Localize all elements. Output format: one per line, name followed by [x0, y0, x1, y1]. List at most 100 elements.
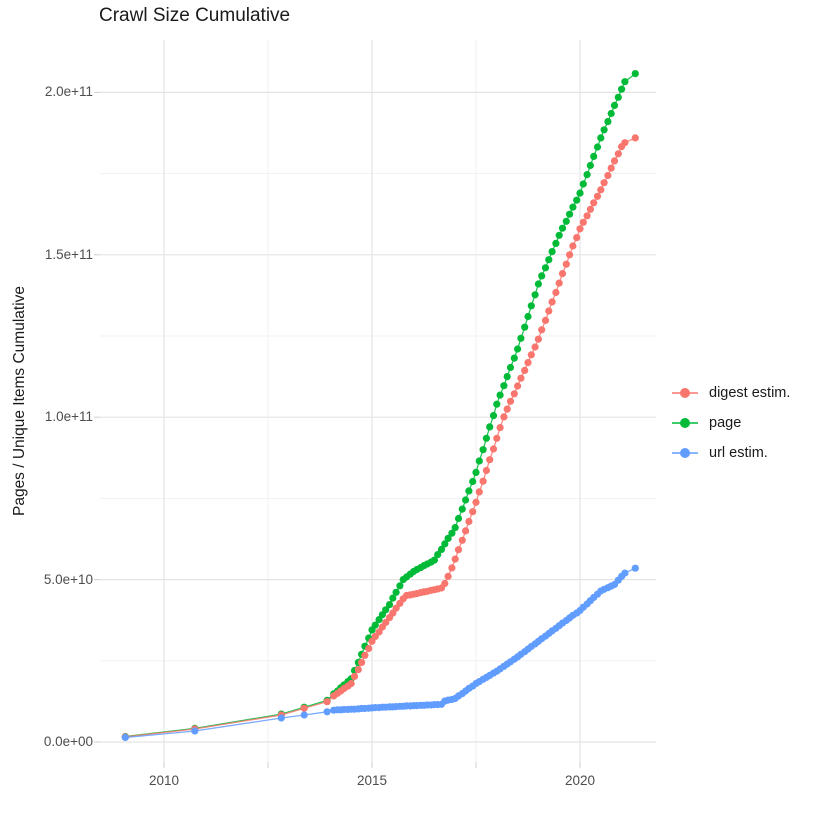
data-point: [462, 527, 470, 535]
data-point: [593, 143, 602, 151]
x-tick-label: 2020: [564, 773, 596, 788]
data-point: [583, 212, 591, 220]
data-point: [517, 374, 525, 382]
data-point: [493, 434, 501, 442]
series-line-url-estim: [125, 567, 636, 739]
data-point: [566, 251, 574, 259]
data-point: [558, 270, 567, 278]
legend-item-url-estim: url estim.: [672, 438, 790, 468]
data-point: [454, 514, 463, 523]
data-point: [506, 363, 515, 372]
data-point: [610, 157, 619, 165]
y-tick-label: 5.0e+10: [43, 571, 93, 587]
data-point: [631, 70, 639, 78]
data-point: [524, 312, 532, 321]
data-point: [524, 359, 532, 367]
data-point: [448, 564, 456, 572]
data-point: [479, 477, 487, 485]
series-points-page: [121, 70, 639, 741]
series-points-url-estim: [121, 564, 639, 742]
data-point: [510, 354, 518, 362]
data-point: [482, 466, 490, 475]
data-point: [458, 536, 466, 544]
data-point: [586, 161, 595, 170]
data-point: [555, 231, 563, 239]
data-point: [486, 423, 494, 431]
legend: digest estim. page url estim.: [672, 378, 790, 468]
data-point: [631, 134, 639, 142]
data-point: [451, 524, 459, 532]
data-point: [569, 203, 577, 211]
data-point: [354, 666, 362, 674]
data-point: [552, 239, 560, 247]
data-point: [430, 556, 438, 564]
series-digest-estim: [121, 134, 639, 741]
data-point: [614, 93, 622, 101]
data-point: [191, 727, 199, 735]
data-point: [486, 456, 494, 464]
y-tick-label: 1.5e+11: [44, 246, 93, 262]
data-point: [562, 217, 570, 225]
data-point: [600, 179, 608, 187]
legend-item-label: url estim.: [709, 445, 768, 461]
data-point: [534, 335, 543, 343]
series-page: [121, 70, 639, 741]
data-point: [541, 264, 550, 272]
data-point: [385, 601, 394, 609]
data-point: [458, 505, 466, 513]
data-point: [389, 594, 397, 602]
data-point: [434, 551, 442, 559]
gridlines-major: [100, 40, 656, 762]
data-point: [538, 326, 546, 334]
data-point: [475, 488, 483, 496]
data-point: [396, 582, 404, 590]
data-point: [576, 225, 584, 233]
data-point: [323, 698, 331, 706]
y-tick-label: 1.0e+11: [44, 409, 93, 425]
data-point: [538, 272, 546, 280]
axis-tick-marks: [94, 91, 581, 768]
data-point: [576, 189, 584, 197]
data-point: [462, 496, 470, 504]
data-point: [527, 351, 535, 359]
data-point: [607, 164, 615, 172]
data-point: [300, 704, 308, 712]
data-point: [593, 192, 602, 200]
data-point: [503, 373, 511, 381]
data-point: [358, 658, 366, 667]
data-point: [566, 210, 574, 218]
data-point: [517, 334, 525, 342]
data-point: [621, 78, 629, 86]
data-point: [451, 555, 459, 563]
data-point: [583, 171, 591, 179]
x-tick-label: 2015: [356, 773, 388, 788]
data-point: [277, 714, 285, 722]
data-point: [510, 390, 518, 398]
data-point: [496, 391, 504, 399]
data-point: [527, 302, 535, 310]
data-point: [541, 316, 550, 324]
gridlines-minor: [100, 40, 656, 762]
data-point: [444, 572, 452, 581]
data-point: [493, 400, 501, 408]
data-point: [472, 468, 480, 476]
data-point: [448, 529, 456, 537]
data-point: [597, 134, 605, 142]
x-tick-label: 2010: [148, 773, 180, 788]
data-point: [600, 126, 608, 134]
data-point: [469, 477, 477, 486]
data-point: [350, 672, 359, 681]
data-point: [361, 651, 369, 659]
data-point: [573, 234, 581, 242]
data-point: [500, 382, 508, 390]
legend-key-icon: [672, 388, 698, 398]
chart-title: Crawl Size Cumulative: [99, 5, 291, 26]
data-point: [465, 517, 473, 526]
data-point: [579, 180, 587, 188]
data-point: [573, 196, 581, 204]
data-point: [489, 445, 498, 453]
data-point: [521, 323, 529, 331]
data-point: [590, 152, 598, 160]
y-tick-label: 0.0e+00: [43, 734, 93, 749]
